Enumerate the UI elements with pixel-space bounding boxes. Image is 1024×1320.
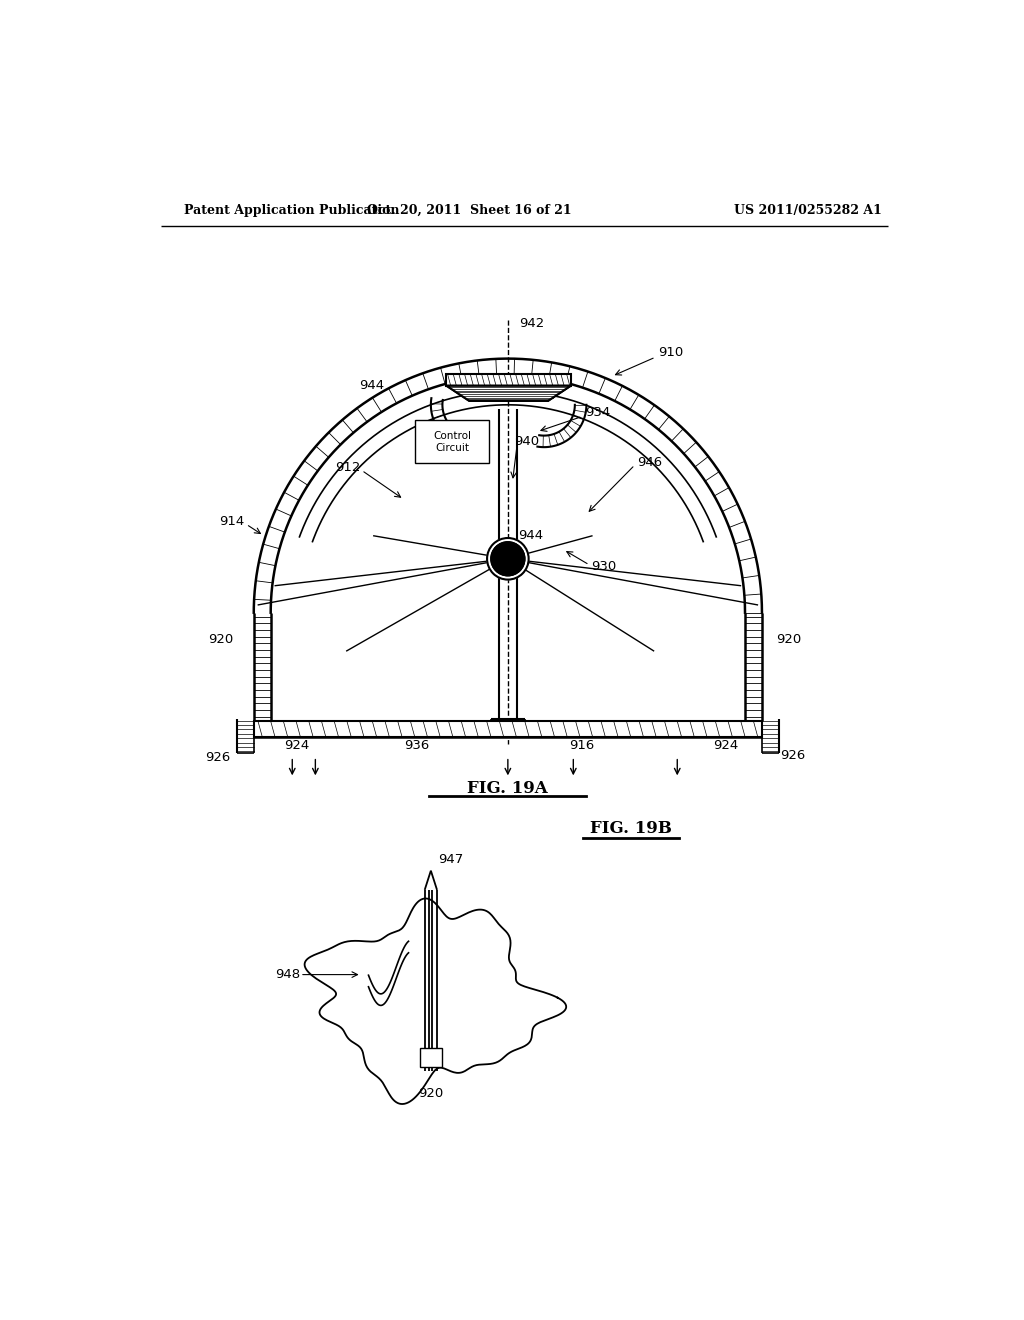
- Text: 924: 924: [285, 739, 310, 751]
- Text: Circuit: Circuit: [435, 442, 469, 453]
- Text: 944: 944: [518, 529, 543, 543]
- Bar: [446, 374, 571, 385]
- Text: 946: 946: [637, 455, 663, 469]
- Text: 912: 912: [335, 462, 360, 474]
- Text: Patent Application Publication: Patent Application Publication: [184, 205, 400, 218]
- Text: 948: 948: [274, 968, 300, 981]
- Text: 914: 914: [219, 515, 245, 528]
- Text: 924: 924: [714, 739, 739, 751]
- Circle shape: [487, 539, 528, 579]
- Text: 920: 920: [208, 634, 233, 647]
- Text: 926: 926: [206, 751, 230, 764]
- Text: 926: 926: [779, 750, 805, 763]
- Text: 920: 920: [776, 634, 801, 647]
- Bar: [254, 721, 762, 738]
- Polygon shape: [446, 385, 571, 401]
- Text: Control: Control: [433, 432, 471, 441]
- Text: Oct. 20, 2011  Sheet 16 of 21: Oct. 20, 2011 Sheet 16 of 21: [367, 205, 571, 218]
- Circle shape: [490, 543, 525, 576]
- Text: 936: 936: [404, 739, 429, 751]
- Text: 910: 910: [658, 346, 683, 359]
- Text: 916: 916: [569, 739, 595, 751]
- Text: 920: 920: [418, 1088, 443, 1101]
- Text: US 2011/0255282 A1: US 2011/0255282 A1: [734, 205, 882, 218]
- Circle shape: [490, 543, 525, 576]
- Text: FIG. 19B: FIG. 19B: [590, 820, 672, 837]
- Text: 930: 930: [591, 560, 616, 573]
- Text: 934: 934: [585, 407, 610, 418]
- Text: 942: 942: [519, 317, 545, 330]
- Bar: [420, 1048, 441, 1067]
- Text: 940: 940: [514, 436, 540, 449]
- Text: 944: 944: [359, 379, 385, 392]
- Text: FIG. 19A: FIG. 19A: [468, 780, 548, 797]
- Bar: [416, 420, 488, 462]
- Text: 947: 947: [438, 853, 464, 866]
